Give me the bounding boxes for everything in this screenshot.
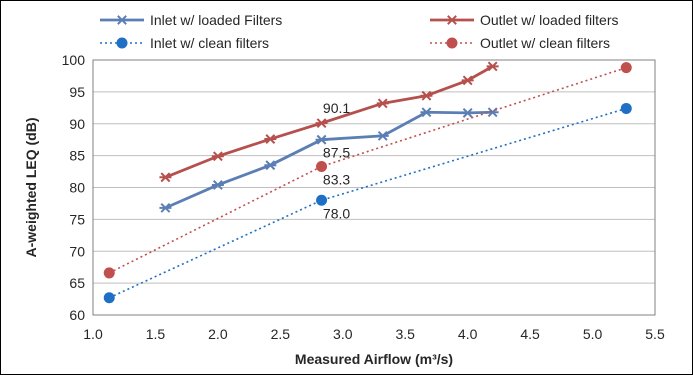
data-point [315,134,328,145]
x-tick-label: 3.0 [333,326,353,342]
series-line [108,107,627,299]
series-line [164,65,494,179]
x-tick-label: 5.0 [583,326,603,342]
data-label: 78.0 [323,205,350,221]
legend-item: Outlet w/ clean filters [430,35,610,51]
legend-label: Outlet w/ clean filters [480,35,610,51]
data-point [264,160,277,171]
data-point [376,130,389,141]
data-point [211,180,224,190]
series-2 [103,102,632,304]
data-label: 83.3 [323,171,350,187]
x-tick-label: 1.5 [146,326,166,342]
series-0 [159,107,499,213]
x-tick-label: 2.5 [271,326,291,342]
data-point [376,98,389,109]
data-point [620,62,632,74]
data-label: 90.1 [323,100,350,116]
y-tick-label: 100 [62,52,86,68]
legend-marker [446,37,458,49]
data-point [316,194,328,206]
data-point [420,107,433,118]
series-1 [159,61,499,183]
legend-item: Outlet w/ loaded filters [430,12,619,28]
legend-marker [116,15,128,25]
x-tick-label: 5.5 [645,326,665,342]
y-tick-label: 95 [69,84,85,100]
series-layer [103,61,632,304]
legend-label: Outlet w/ loaded filters [480,12,619,28]
x-axis-title: Measured Airflow (m³/s) [295,351,453,367]
data-label: 87.5 [323,145,350,161]
y-tick-label: 80 [69,180,85,196]
legend-item: Inlet w/ clean filters [100,35,269,51]
series-line [164,110,493,210]
data-point [159,172,172,183]
x-tick-label: 4.5 [520,326,540,342]
data-point [461,108,474,118]
y-axis-title: A-weighted LEQ (dB) [23,118,39,258]
x-tick-label: 1.0 [83,326,103,342]
data-point [620,102,632,114]
legend-label: Inlet w/ loaded Filters [150,12,282,28]
legend-label: Inlet w/ clean filters [150,35,269,51]
y-tick-label: 90 [69,116,85,132]
y-tick-label: 75 [69,211,85,227]
data-point [159,202,172,213]
x-tick-label: 3.5 [395,326,415,342]
series-3 [103,62,632,279]
data-point [103,267,115,279]
series-line [108,66,627,274]
data-point [316,160,328,172]
y-tick-label: 70 [69,243,85,259]
data-point [420,90,433,101]
data-labels: 90.1 87.5 83.3 78.0 [323,100,350,221]
legend-item: Inlet w/ loaded Filters [100,12,282,28]
legend: Inlet w/ loaded Filters Outlet w/ loaded … [100,12,619,51]
x-tick-label: 2.0 [208,326,228,342]
tick-labels: 60 65 70 75 80 85 90 95 100 1.0 1.5 2.0 2.5 3.0 3.5 4.0… [62,52,665,342]
y-tick-label: 60 [69,307,85,323]
legend-marker [446,15,458,25]
y-tick-label: 85 [69,148,85,164]
data-point [486,61,499,72]
y-tick-label: 65 [69,275,85,291]
data-point [461,75,474,86]
data-point [103,292,115,304]
legend-marker [116,37,128,49]
data-point [211,151,224,162]
plot-area [92,59,656,316]
data-point [264,134,277,144]
x-tick-label: 4.0 [458,326,478,342]
data-point [315,118,328,129]
